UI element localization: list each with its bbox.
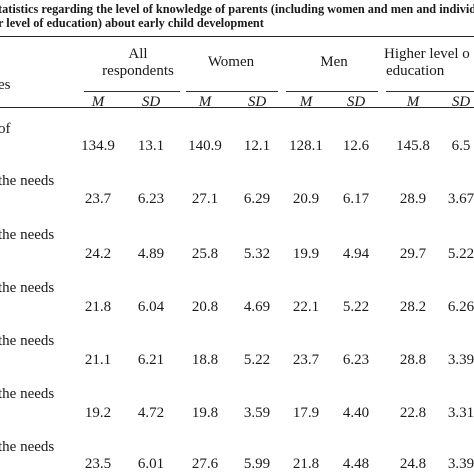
row-label: the needs — [0, 173, 55, 189]
value-cell: 25.8 — [191, 246, 219, 262]
value-cell: 20.9 — [292, 191, 320, 207]
value-cell: 3.39 — [447, 456, 474, 472]
value-cell: 13.1 — [137, 138, 165, 154]
value-cell: 18.8 — [191, 352, 219, 368]
stat-header-m: M — [91, 94, 105, 110]
value-cell: 4.72 — [137, 405, 165, 421]
caption-line-1: tatistics regarding the level of knowled… — [0, 2, 474, 16]
value-cell: 28.9 — [399, 191, 427, 207]
value-cell: 6.17 — [342, 191, 370, 207]
stat-header-m: M — [198, 94, 212, 110]
value-cell: 6.29 — [243, 191, 271, 207]
value-cell: 6.23 — [342, 352, 370, 368]
value-cell: 22.8 — [399, 405, 427, 421]
value-cell: 28.2 — [399, 299, 427, 315]
group-header-women: Women — [207, 54, 255, 70]
value-cell: 5.32 — [243, 246, 271, 262]
stat-header-sd: SD — [451, 94, 471, 110]
value-cell: 6.01 — [137, 456, 165, 472]
value-cell: 27.1 — [191, 191, 219, 207]
value-cell: 23.5 — [84, 456, 112, 472]
value-cell: 5.22 — [243, 352, 271, 368]
value-cell: 20.8 — [191, 299, 219, 315]
caption-line-2: r level of education) about early child … — [0, 16, 264, 30]
value-cell: 5.22 — [342, 299, 370, 315]
stat-header-sd: SD — [346, 94, 366, 110]
value-cell: 23.7 — [84, 191, 112, 207]
value-cell: 23.7 — [292, 352, 320, 368]
value-cell: 5.22 — [447, 246, 474, 262]
stat-header-m: M — [406, 94, 420, 110]
table-top-rule — [0, 36, 474, 38]
value-cell: 28.8 — [399, 352, 427, 368]
value-cell: 3.39 — [447, 352, 474, 368]
value-cell: 5.99 — [243, 456, 271, 472]
value-cell: 4.94 — [342, 246, 370, 262]
value-cell: 17.9 — [292, 405, 320, 421]
group-header-education-line2: education — [386, 63, 445, 79]
group-header-all-line1: All — [128, 46, 148, 62]
value-cell: 22.1 — [292, 299, 320, 315]
row-label: the needs — [0, 333, 55, 349]
value-cell: 3.31 — [447, 405, 474, 421]
value-cell: 21.8 — [292, 456, 320, 472]
row-label: the needs — [0, 227, 55, 243]
value-cell: 24.8 — [399, 456, 427, 472]
group-rule-all — [84, 91, 180, 92]
group-rule-education — [386, 91, 474, 92]
group-header-all-line2: respondents — [102, 63, 174, 79]
value-cell: 145.8 — [396, 138, 430, 154]
group-header-men: Men — [320, 54, 348, 70]
value-cell: 4.89 — [137, 246, 165, 262]
value-cell: 19.9 — [292, 246, 320, 262]
value-cell: 6.04 — [137, 299, 165, 315]
value-cell: 6.26 — [447, 299, 474, 315]
value-cell: 19.2 — [84, 405, 112, 421]
stat-header-sd: SD — [141, 94, 161, 110]
value-cell: 3.59 — [243, 405, 271, 421]
value-cell: 27.6 — [191, 456, 219, 472]
value-cell: 128.1 — [289, 138, 323, 154]
value-cell: 134.9 — [81, 138, 115, 154]
value-cell: 12.6 — [342, 138, 370, 154]
value-cell: 6.23 — [137, 191, 165, 207]
row-label: the needs — [0, 386, 55, 402]
value-cell: 21.8 — [84, 299, 112, 315]
stat-header-m: M — [299, 94, 313, 110]
value-cell: 140.9 — [188, 138, 222, 154]
row-label: the needs — [0, 280, 55, 296]
group-rule-men — [286, 91, 378, 92]
group-header-education-line1: Higher level o — [384, 46, 470, 62]
header-bottom-rule — [0, 107, 474, 108]
row-label: of — [0, 121, 11, 137]
value-cell: 3.67 — [447, 191, 474, 207]
value-cell: 6.5 — [451, 138, 471, 154]
value-cell: 21.1 — [84, 352, 112, 368]
value-cell: 12.1 — [243, 138, 271, 154]
row-label: the needs — [0, 439, 55, 455]
value-cell: 19.8 — [191, 405, 219, 421]
stat-header-sd: SD — [247, 94, 267, 110]
value-cell: 24.2 — [84, 246, 112, 262]
row-header-label: es — [0, 77, 11, 93]
value-cell: 4.48 — [342, 456, 370, 472]
value-cell: 29.7 — [399, 246, 427, 262]
value-cell: 4.40 — [342, 405, 370, 421]
value-cell: 4.69 — [243, 299, 271, 315]
group-rule-women — [186, 91, 278, 92]
value-cell: 6.21 — [137, 352, 165, 368]
